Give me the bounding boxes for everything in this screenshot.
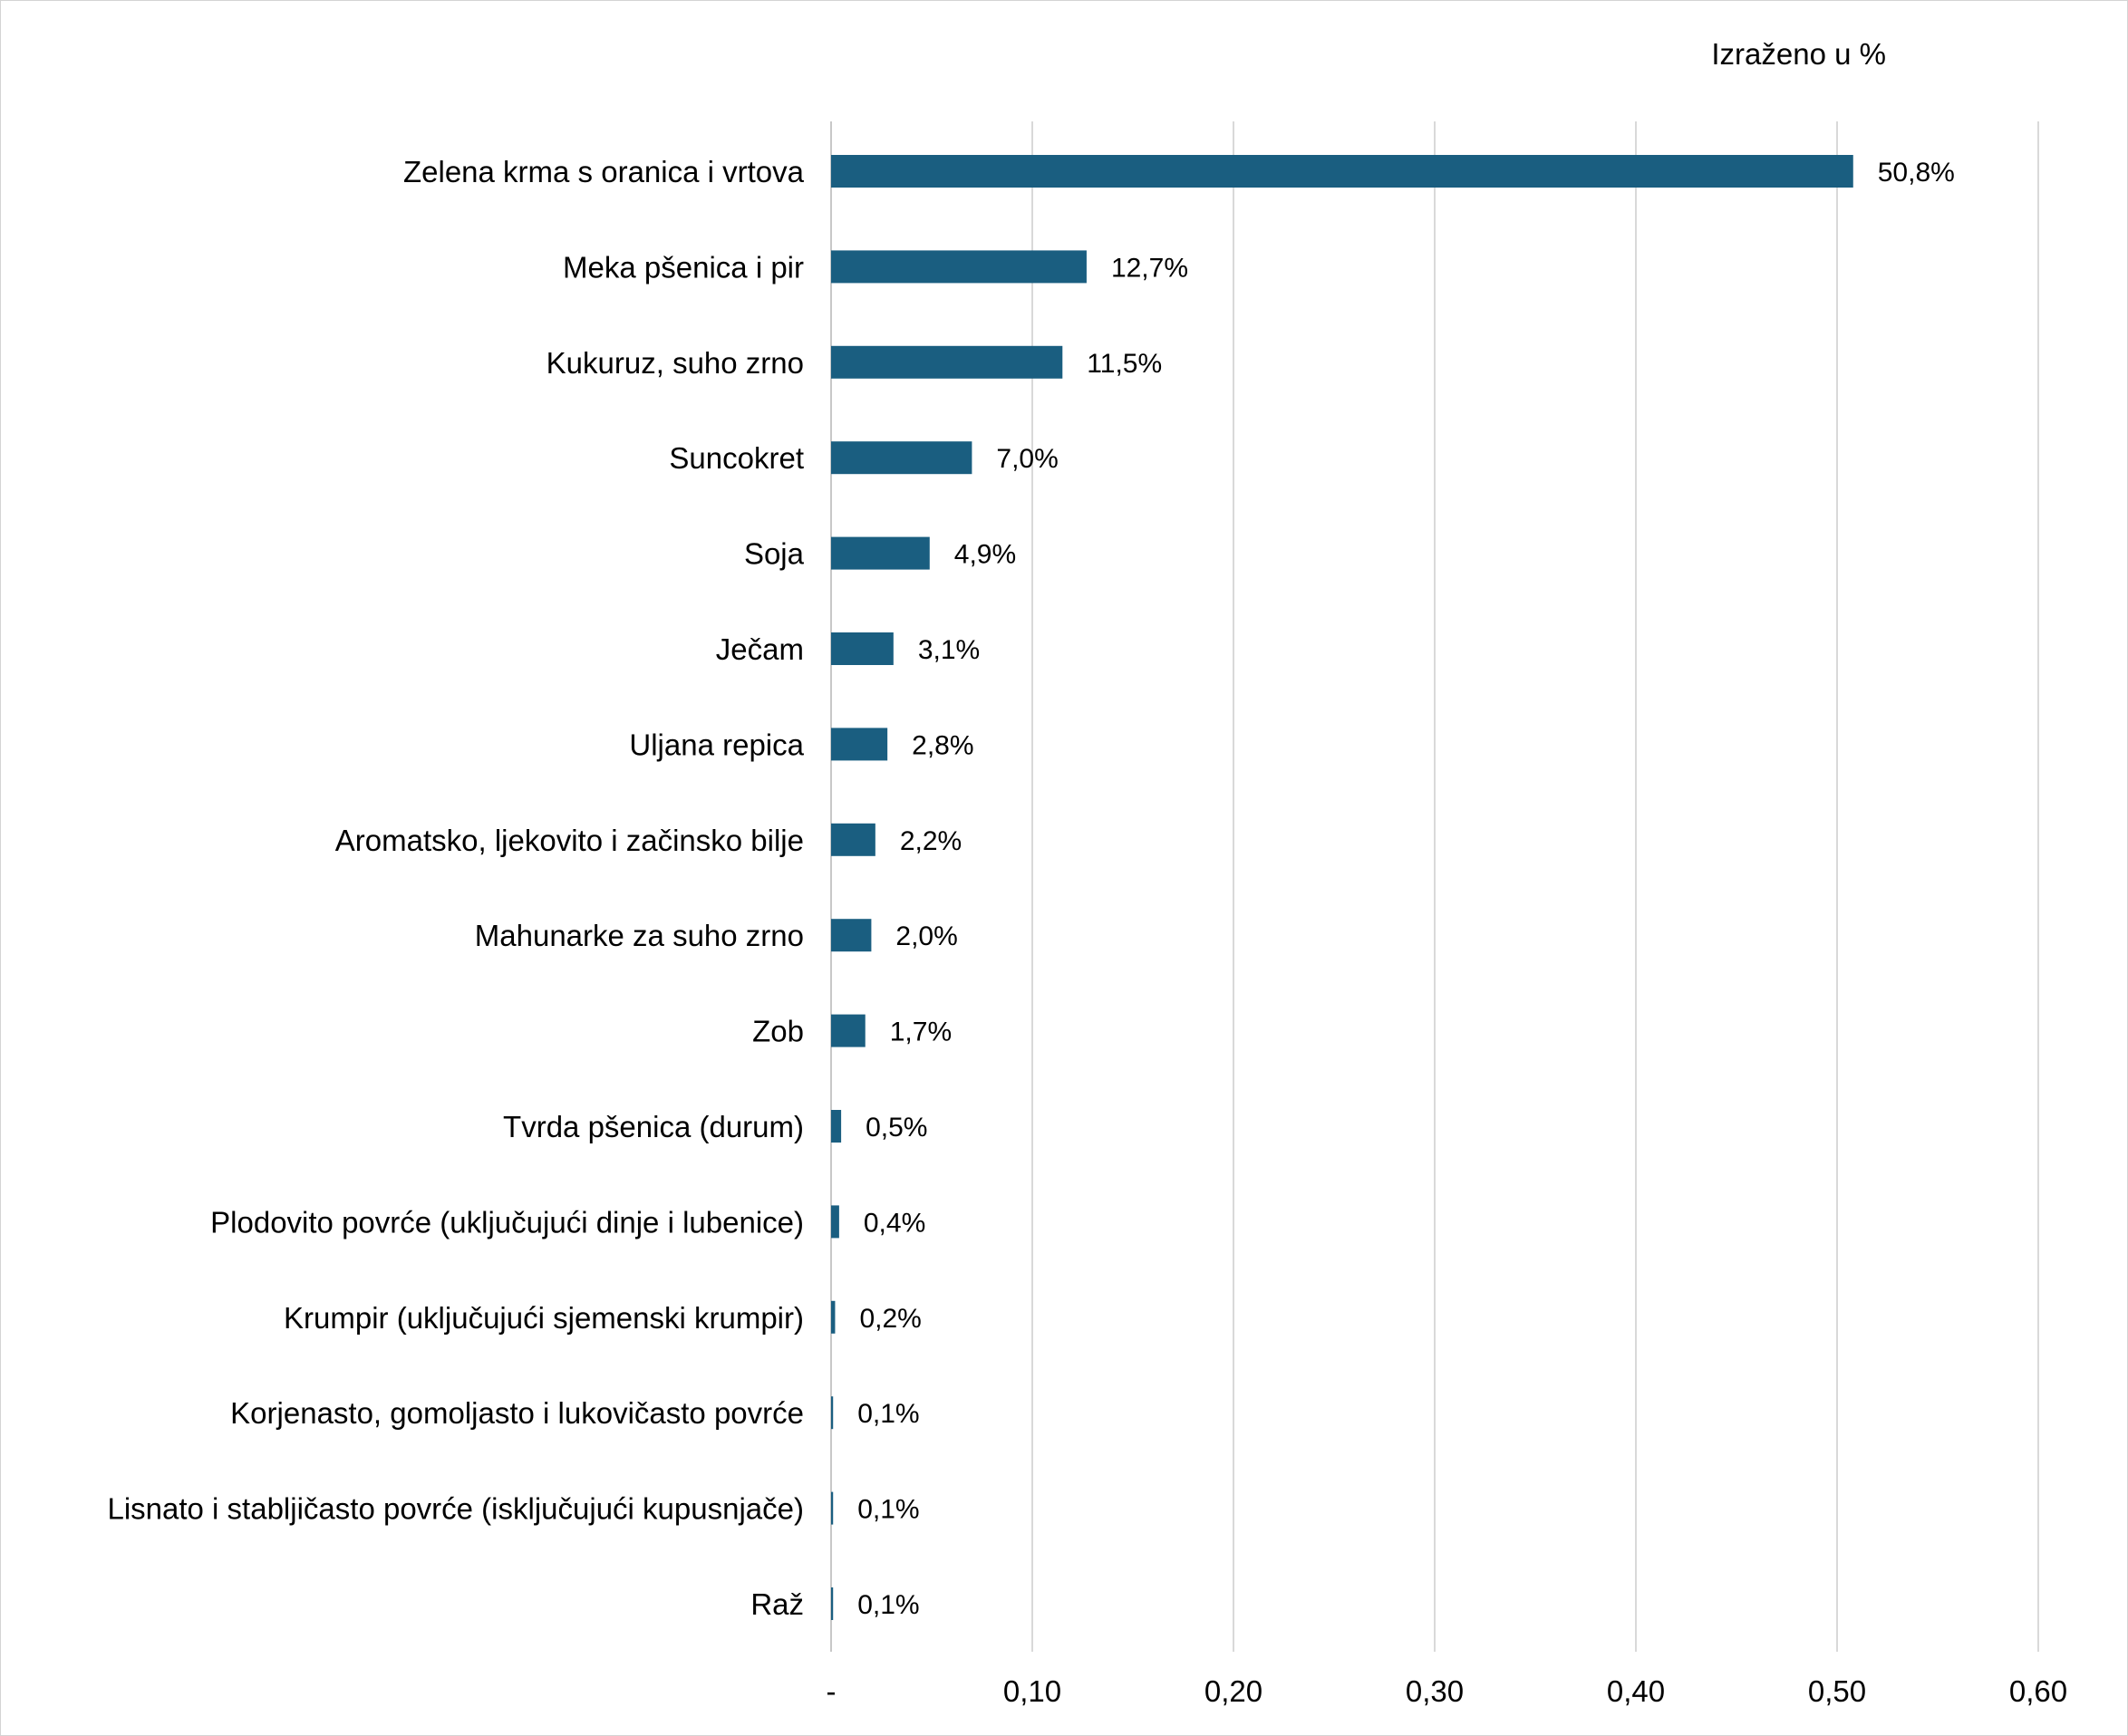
bar bbox=[831, 536, 930, 570]
category-label: Korjenasto, gomoljasto i lukovičasto pov… bbox=[230, 1396, 804, 1430]
category-label: Soja bbox=[744, 537, 805, 571]
bar bbox=[831, 632, 894, 665]
data-label: 12,7% bbox=[1111, 253, 1188, 283]
bar bbox=[831, 823, 875, 856]
category-label: Uljana repica bbox=[629, 728, 804, 761]
category-label: Ječam bbox=[716, 632, 804, 666]
x-tick-labels: - 0,10 0,20 0,30 0,40 0,50 0,60 bbox=[827, 1674, 2068, 1708]
category-label: Suncokret bbox=[669, 441, 804, 475]
data-label: 7,0% bbox=[996, 444, 1058, 474]
data-label: 0,2% bbox=[859, 1304, 921, 1334]
data-labels: 50,8% 12,7% 11,5% 7,0% 4,9% 3,1% 2,8% 2,2% 2,0% 1… bbox=[857, 158, 1955, 1620]
x-tick-label: - bbox=[827, 1674, 837, 1708]
bar bbox=[831, 919, 872, 952]
bar bbox=[831, 1300, 836, 1334]
category-label: Tvrda pšenica (durum) bbox=[503, 1110, 804, 1143]
bar bbox=[831, 1205, 839, 1239]
x-tick-label: 0,20 bbox=[1204, 1674, 1262, 1708]
x-tick-label: 0,50 bbox=[1808, 1674, 1866, 1708]
category-label: Aromatsko, ljekovito i začinsko bilje bbox=[335, 824, 804, 857]
category-label: Krumpir (uključujući sjemenski krumpir) bbox=[284, 1301, 804, 1335]
bar bbox=[831, 1110, 842, 1143]
data-label: 50,8% bbox=[1878, 158, 1955, 188]
data-label: 2,2% bbox=[900, 826, 962, 856]
data-label: 3,1% bbox=[918, 635, 980, 665]
x-tick-label: 0,40 bbox=[1607, 1674, 1665, 1708]
category-label: Meka pšenica i pir bbox=[563, 250, 804, 284]
x-tick-label: 0,60 bbox=[2009, 1674, 2067, 1708]
category-label: Raž bbox=[750, 1587, 804, 1621]
data-label: 0,1% bbox=[857, 1399, 919, 1429]
data-label: 2,0% bbox=[895, 921, 957, 951]
data-label: 1,7% bbox=[890, 1017, 952, 1047]
category-label: Mahunarke za suho zrno bbox=[475, 919, 804, 952]
bar bbox=[831, 250, 1087, 284]
bar bbox=[831, 1587, 834, 1620]
data-label: 0,1% bbox=[857, 1495, 919, 1525]
category-labels: Zelena krma s oranica i vrtova Meka pšeni… bbox=[107, 155, 804, 1621]
data-label: 11,5% bbox=[1087, 349, 1162, 379]
bar bbox=[831, 1396, 834, 1430]
category-label: Lisnato i stabljičasto povrće (isključuj… bbox=[107, 1492, 804, 1526]
category-label: Zob bbox=[752, 1015, 804, 1048]
data-label: 0,1% bbox=[857, 1590, 919, 1620]
data-label: 0,5% bbox=[866, 1113, 927, 1143]
category-label: Kukuruz, suho zrno bbox=[547, 346, 804, 380]
data-label: 4,9% bbox=[954, 540, 1016, 570]
bar bbox=[831, 728, 888, 761]
bars-group bbox=[831, 155, 1853, 1620]
data-label: 2,8% bbox=[912, 730, 973, 760]
x-tick-label: 0,30 bbox=[1406, 1674, 1464, 1708]
bar bbox=[831, 1491, 834, 1525]
bar bbox=[831, 345, 1063, 379]
bar bbox=[831, 441, 972, 475]
bar bbox=[831, 1014, 866, 1047]
unit-note: Izraženo u % bbox=[1711, 37, 1886, 71]
x-tick-label: 0,10 bbox=[1003, 1674, 1061, 1708]
category-label: Plodovito povrće (uključujući dinje i lu… bbox=[210, 1205, 804, 1239]
bar bbox=[831, 155, 1853, 188]
data-label: 0,4% bbox=[864, 1208, 925, 1238]
category-label: Zelena krma s oranica i vrtova bbox=[403, 155, 805, 188]
